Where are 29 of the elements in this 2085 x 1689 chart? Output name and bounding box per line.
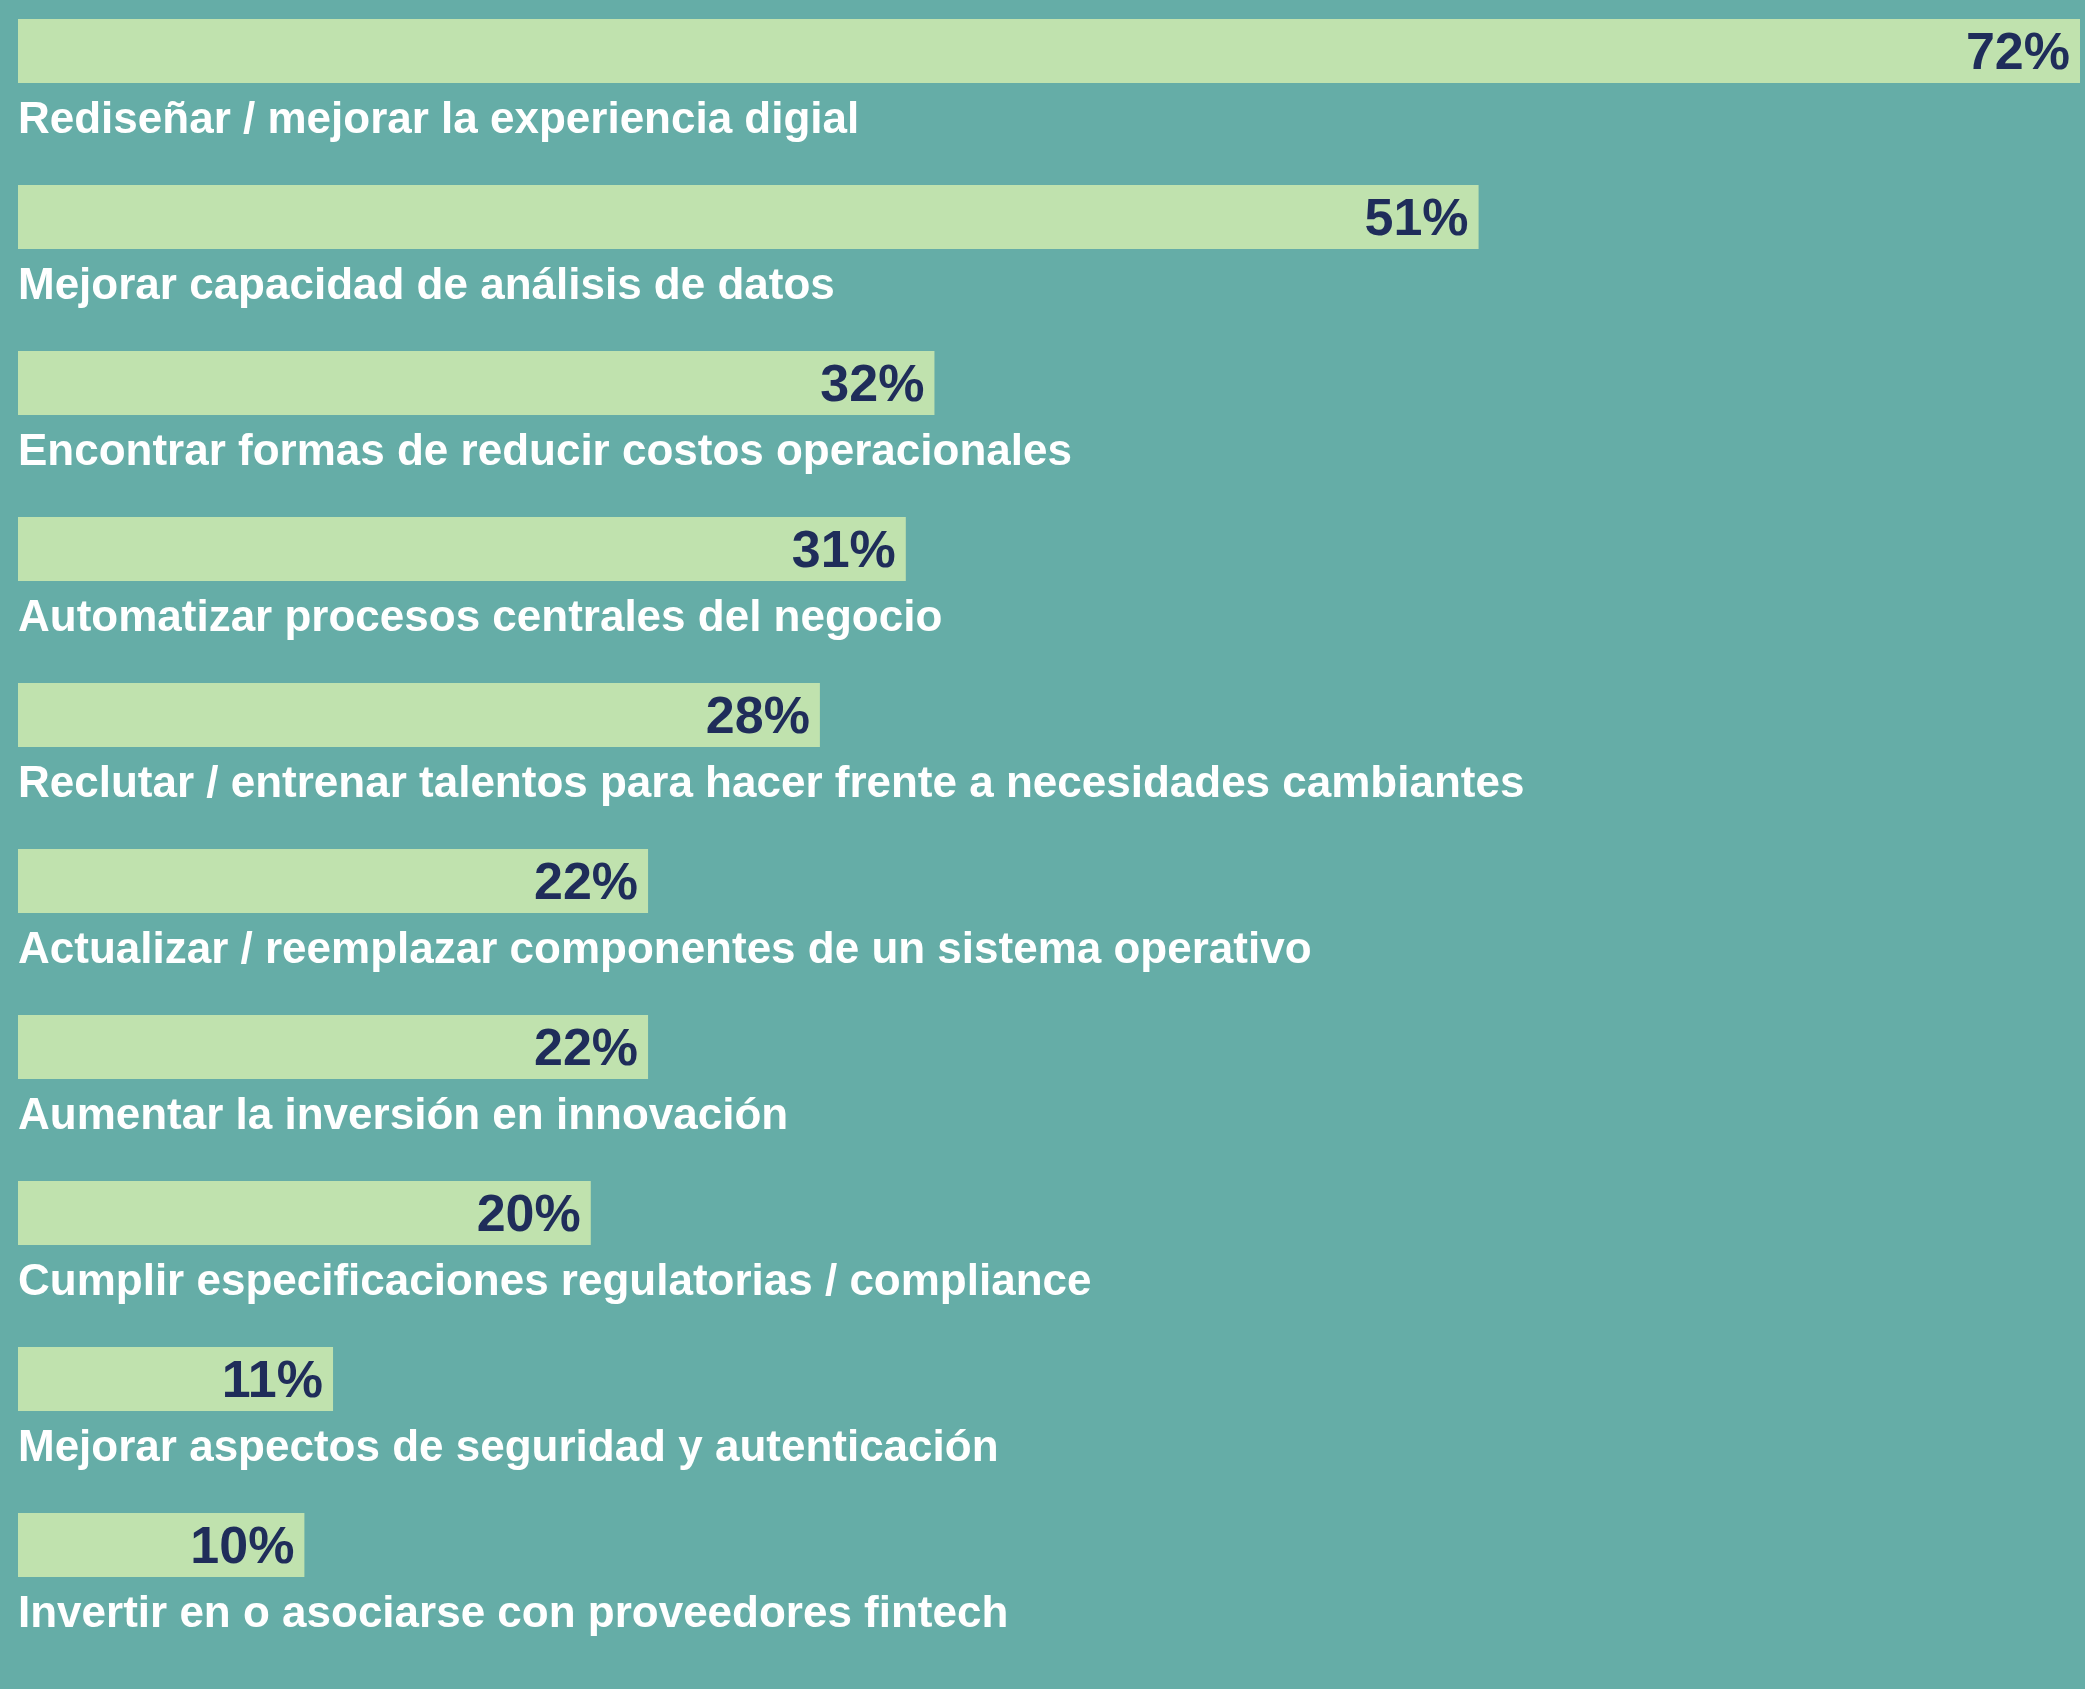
y-tick-label: Actualizar / reemplazar componentes de un sistema operativo <box>18 923 1312 972</box>
data-label: 31% <box>791 520 896 578</box>
data-label: 22% <box>533 852 639 910</box>
bar <box>18 351 935 415</box>
y-tick-label: Cumplir especificaciones regulatorias / compliance <box>18 1255 1092 1304</box>
bar <box>18 1015 649 1079</box>
bar <box>18 185 1479 249</box>
bar <box>18 683 820 747</box>
bar <box>18 1181 591 1245</box>
bar <box>18 517 906 581</box>
y-tick-label: Rediseñar / mejorar la experiencia digial <box>18 93 860 142</box>
y-tick-label: Encontrar formas de reducir costos operacionales <box>18 425 1072 474</box>
bar <box>18 849 649 913</box>
data-label: 28% <box>705 686 810 744</box>
y-tick-label: Aumentar la inversión en innovación <box>18 1089 789 1138</box>
data-label: 32% <box>820 354 925 412</box>
data-label: 51% <box>1364 188 1469 246</box>
y-tick-label: Mejorar capacidad de análisis de datos <box>18 259 835 308</box>
y-tick-label: Reclutar / entrenar talentos para hacer frente a necesidades cambiantes <box>18 757 1525 806</box>
data-label: 10% <box>190 1516 295 1574</box>
bar <box>18 1347 334 1411</box>
data-label: 20% <box>476 1184 581 1242</box>
bar <box>18 19 2080 83</box>
y-tick-label: Invertir en o asociarse con proveedores fintech <box>18 1587 1009 1636</box>
data-label: 11% <box>221 1350 324 1408</box>
data-label: 72% <box>1965 22 2070 80</box>
y-tick-label: Automatizar procesos centrales del negocio <box>18 591 943 640</box>
y-tick-label: Mejorar aspectos de seguridad y autenticación <box>18 1421 999 1470</box>
data-label: 22% <box>533 1018 639 1076</box>
